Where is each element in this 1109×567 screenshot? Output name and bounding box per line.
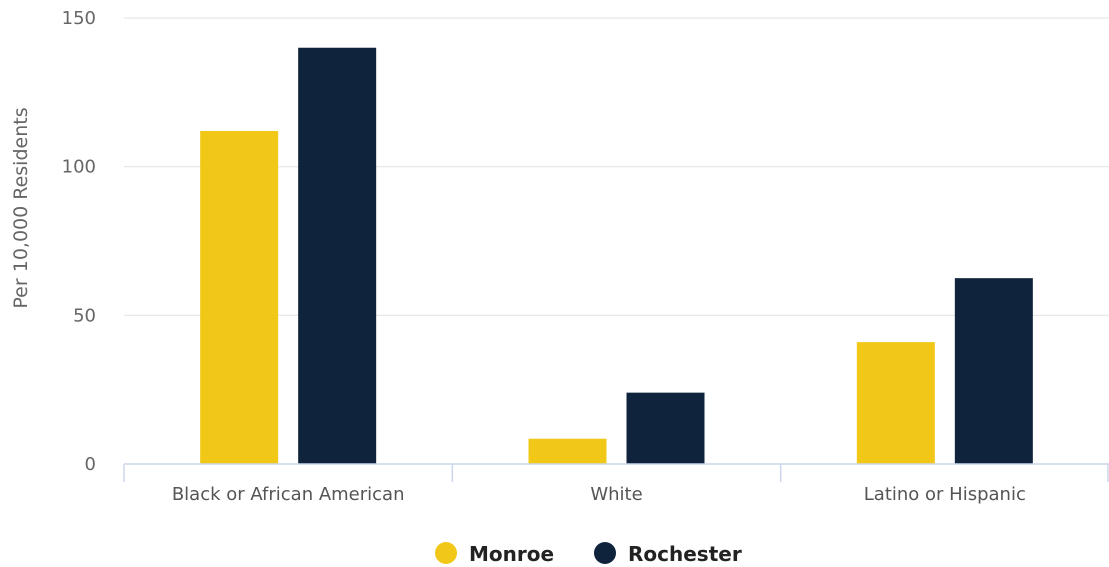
bar-monroe-3[interactable] bbox=[856, 342, 935, 464]
x-axis-labels: Black or African American White Latino or … bbox=[172, 484, 1026, 505]
y-tick-label: 50 bbox=[73, 305, 96, 326]
bar-rochester-1[interactable] bbox=[298, 47, 377, 464]
legend-marker bbox=[594, 542, 616, 564]
legend-marker bbox=[435, 542, 457, 564]
bar-monroe-1[interactable] bbox=[200, 130, 279, 464]
legend-label: Monroe bbox=[469, 542, 554, 566]
y-axis-ticks: 0 50 100 150 bbox=[62, 8, 96, 475]
x-tick-label: Latino or Hispanic bbox=[864, 484, 1026, 505]
y-axis-title: Per 10,000 Residents bbox=[10, 107, 32, 308]
legend-item-monroe[interactable]: Monroe bbox=[435, 542, 554, 566]
bar-monroe-2[interactable] bbox=[528, 438, 607, 464]
y-tick-label: 0 bbox=[85, 454, 96, 475]
legend-label: Rochester bbox=[628, 542, 742, 566]
x-axis bbox=[123, 463, 1109, 482]
y-tick-label: 100 bbox=[62, 157, 96, 178]
legend-item-rochester[interactable]: Rochester bbox=[594, 542, 742, 566]
x-tick-label: Black or African American bbox=[172, 484, 405, 505]
legend[interactable]: Monroe Rochester bbox=[435, 542, 742, 566]
y-tick-label: 150 bbox=[62, 8, 96, 29]
gridlines bbox=[124, 17, 1109, 316]
x-tick-label: White bbox=[590, 484, 642, 505]
bars bbox=[200, 47, 1033, 464]
bar-rochester-2[interactable] bbox=[626, 392, 705, 464]
bar-rochester-3[interactable] bbox=[954, 278, 1033, 464]
